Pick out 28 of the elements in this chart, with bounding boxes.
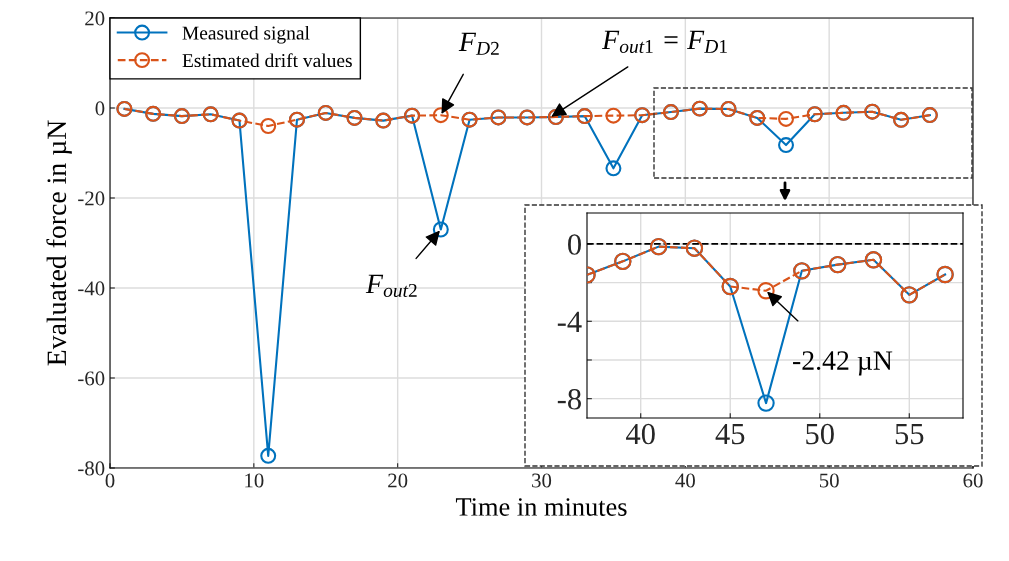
y-tick-label: 20	[85, 11, 105, 26]
annotation: F$_{out1}$ = F$_{D1}$	[601, 30, 727, 54]
x-tick-label: 30	[532, 473, 552, 488]
x-tick-label: 50	[819, 473, 839, 488]
x-axis-title: Time in minutes	[455, 498, 627, 516]
x-tick-label: 40	[675, 473, 695, 488]
x-tick-label: 40	[626, 423, 655, 445]
y-tick-label: -4	[557, 311, 582, 332]
y-tick-label: 0	[95, 101, 105, 116]
x-tick-label: 10	[245, 473, 264, 488]
annotation: F$_{D2}$	[458, 32, 499, 55]
y-tick-label: -80	[78, 461, 105, 476]
y-tick-label: -8	[557, 388, 581, 410]
x-tick-label: 45	[715, 423, 745, 445]
x-tick-label: 20	[388, 473, 408, 488]
y-axis-title: Evaluated force in µN	[46, 120, 72, 366]
y-tick-label: -60	[78, 371, 105, 386]
legend-label: Estimated drift values	[182, 53, 352, 68]
legend-label: Measured signal	[182, 25, 310, 44]
x-tick-label: 60	[963, 473, 983, 488]
annotation: F$_{out2}$	[365, 274, 417, 298]
y-tick-label: -20	[78, 191, 105, 206]
y-tick-label: -40	[78, 281, 105, 296]
annotation: -2.42 µN	[793, 351, 893, 376]
x-tick-label: 55	[895, 424, 924, 445]
x-tick-label: 0	[105, 473, 115, 488]
x-tick-label: 50	[806, 423, 834, 445]
y-tick-label: 0	[568, 234, 581, 255]
